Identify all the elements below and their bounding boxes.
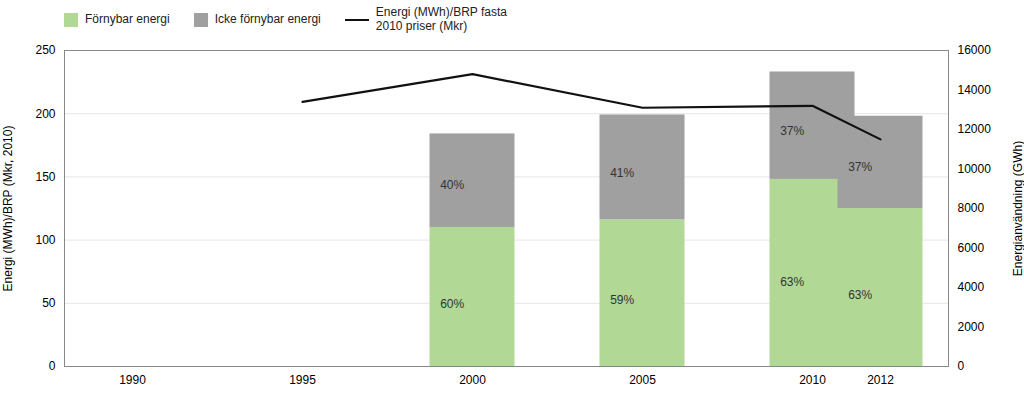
svg-text:40%: 40% [440,178,464,192]
svg-text:200: 200 [35,107,55,121]
svg-text:63%: 63% [780,275,804,289]
svg-text:1990: 1990 [119,373,146,387]
svg-text:2000: 2000 [459,373,486,387]
svg-text:Energi (MWh)/BRP (Mkr, 2010): Energi (MWh)/BRP (Mkr, 2010) [1,126,15,292]
svg-text:250: 250 [35,43,55,57]
svg-text:100: 100 [35,233,55,247]
svg-text:2012: 2012 [867,373,894,387]
html-text:Förnybar energi: Förnybar energi [85,12,170,27]
svg-text:37%: 37% [780,124,804,138]
svg-text:16000: 16000 [958,43,992,57]
svg-text:63%: 63% [848,288,872,302]
html-text:Energi (MWh)/BRP fasta 2010 pr: Energi (MWh)/BRP fasta 2010 priser (Mkr) [375,5,507,33]
svg-text:2010: 2010 [799,373,826,387]
svg-text:2000: 2000 [958,320,985,334]
svg-text:60%: 60% [440,297,464,311]
svg-text:10000: 10000 [958,162,992,176]
svg-text:0: 0 [958,359,965,373]
svg-text:41%: 41% [610,166,634,180]
svg-text:150: 150 [35,170,55,184]
svg-text:14000: 14000 [958,83,992,97]
svg-text:4000: 4000 [958,280,985,294]
svg-text:2005: 2005 [629,373,656,387]
svg-text:6000: 6000 [958,241,985,255]
svg-text:Energianvändning (GWh): Energianvändning (GWh) [1011,141,1024,276]
svg-text:12000: 12000 [958,122,992,136]
svg-text:50: 50 [42,296,56,310]
svg-text:37%: 37% [848,160,872,174]
svg-text:1995: 1995 [289,373,316,387]
svg-text:0: 0 [49,359,56,373]
svg-text:8000: 8000 [958,201,985,215]
html-text:Icke förnybar energi: Icke förnybar energi [214,12,321,27]
svg-text:59%: 59% [610,293,634,307]
